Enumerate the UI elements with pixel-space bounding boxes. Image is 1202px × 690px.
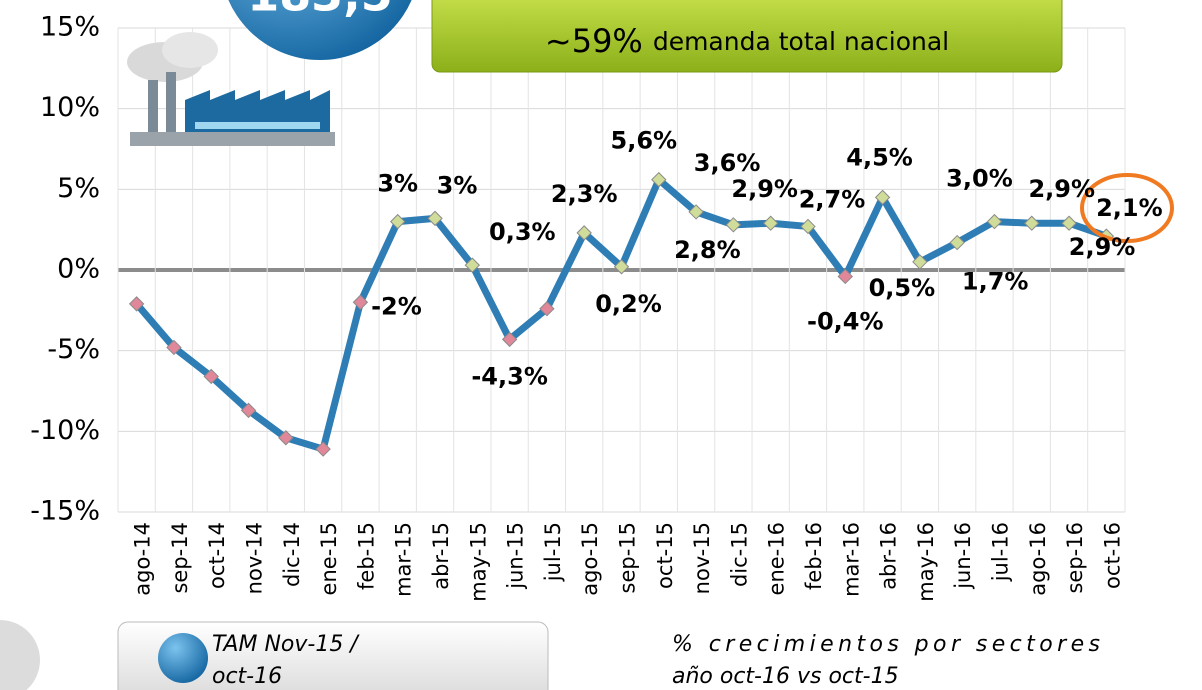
note: % crecimientos por sectores — [672, 632, 1100, 657]
x-tick-label: oct-15 — [653, 522, 677, 589]
x-tick-label: jul-16 — [988, 522, 1012, 582]
x-tick-label: sep-16 — [1063, 522, 1087, 594]
x-tick-label: dic-15 — [727, 522, 751, 587]
x-tick-label: sep-15 — [616, 522, 640, 594]
data-label: 3,0% — [946, 165, 1013, 193]
x-tick-label: jul-15 — [541, 522, 565, 582]
point-marker — [764, 216, 778, 230]
data-label: 0,2% — [595, 290, 662, 318]
legend-text: oct-16 — [212, 664, 282, 689]
data-label: 1,7% — [962, 268, 1029, 296]
x-tick-label: oct-14 — [205, 522, 229, 589]
x-tick-label: ago-16 — [1026, 522, 1050, 596]
bubble-value: 183,5 — [247, 0, 393, 22]
x-tick-label: ene-16 — [765, 522, 789, 595]
y-tick-label: -5% — [47, 334, 100, 365]
banner-highlight: ~59% — [545, 22, 643, 60]
x-tick-label: sep-14 — [168, 522, 192, 594]
y-tick-label: 15% — [40, 12, 100, 43]
decor-circle — [0, 620, 40, 690]
x-tick-label: mar-16 — [839, 522, 863, 597]
x-tick-label: jun-15 — [504, 522, 528, 590]
y-tick-label: -15% — [30, 496, 100, 527]
data-label: 0,5% — [869, 274, 936, 302]
data-label: 3% — [377, 170, 418, 198]
data-label: 3% — [437, 171, 478, 199]
data-label: 0,3% — [489, 218, 556, 246]
legend-text: TAM Nov-15 / — [212, 632, 360, 657]
x-tick-label: nov-14 — [243, 522, 267, 594]
x-tick-label: may-15 — [466, 522, 490, 602]
x-tick-label: feb-16 — [802, 522, 826, 590]
note: año oct-16 vs oct-15 — [672, 664, 899, 689]
y-tick-label: -10% — [30, 415, 100, 446]
chart: -15% -10% -5% 0% 5% 10% 15% ago-14 sep-14 oct-14 n… — [0, 0, 1202, 690]
data-label: 2,9% — [1028, 175, 1095, 203]
point-marker — [1025, 216, 1039, 230]
banner-text: ~59% demanda total nacional — [545, 22, 949, 60]
x-tick-label: abr-15 — [429, 522, 453, 590]
banner-label: demanda total nacional — [653, 27, 949, 56]
y-tick-label: 0% — [57, 254, 100, 285]
data-label: 2,9% — [731, 175, 798, 203]
x-tick-label: nov-15 — [690, 522, 714, 594]
data-label: -2% — [371, 292, 422, 320]
x-tick-label: may-16 — [914, 522, 938, 602]
x-tick-label: mar-15 — [392, 522, 416, 597]
data-label: 4,5% — [846, 143, 913, 171]
data-label: 5,6% — [611, 127, 678, 155]
data-label: -0,4% — [807, 307, 884, 335]
x-tick-label: ago-15 — [578, 522, 602, 596]
x-tick-label: feb-15 — [354, 522, 378, 590]
x-tick-label: dic-14 — [280, 522, 304, 587]
legend-swatch — [158, 633, 208, 683]
data-label: -4,3% — [471, 362, 548, 390]
x-tick-label: jun-16 — [951, 522, 975, 590]
x-tick-label: ene-15 — [317, 522, 341, 595]
y-tick-label: 5% — [57, 173, 100, 204]
data-label: 2,8% — [674, 236, 741, 264]
data-label: 3,6% — [694, 149, 761, 177]
y-tick-label: 10% — [40, 92, 100, 123]
x-tick-label: abr-16 — [877, 522, 901, 590]
data-label: 2,7% — [799, 185, 866, 213]
x-tick-label: oct-16 — [1100, 522, 1124, 589]
data-label: 2,9% — [1069, 233, 1136, 261]
x-tick-label: ago-14 — [131, 522, 155, 596]
data-label: 2,3% — [551, 180, 618, 208]
data-label: 2,1% — [1096, 194, 1163, 222]
